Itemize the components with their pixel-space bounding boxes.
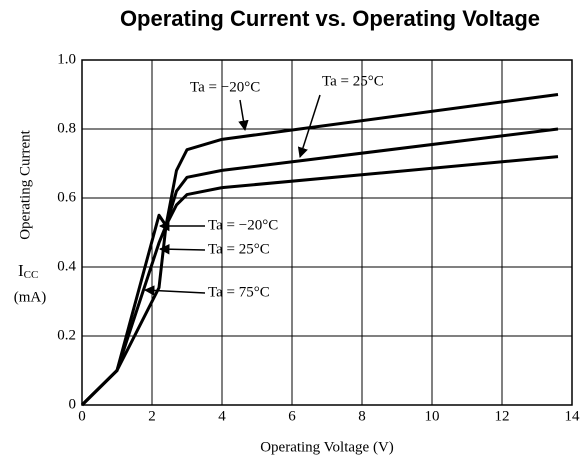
chart-title: Operating Current vs. Operating Voltage	[120, 6, 540, 31]
y-symbol: I	[18, 261, 24, 280]
x-tick-label: 14	[565, 408, 581, 424]
x-axis-label: Operating Voltage (V)	[260, 439, 394, 455]
annotation: Ta = 25°C	[322, 73, 384, 89]
series-line	[80, 93, 559, 407]
x-tick-label: 8	[358, 408, 366, 424]
y-tick-label: 0.6	[57, 189, 76, 205]
annotation-arrow	[297, 94, 321, 158]
annotation-arrow	[158, 243, 206, 255]
y-axis-unit: (mA)	[14, 289, 47, 305]
x-tick-label: 10	[425, 408, 440, 424]
x-tick-label: 4	[218, 408, 226, 424]
x-tick-label: 6	[288, 408, 296, 424]
y-tick-label: 0	[69, 396, 77, 412]
annotation: Ta = 75°C	[208, 284, 270, 300]
annotation: Ta = −20°C	[190, 79, 260, 95]
plot-frame	[81, 59, 573, 406]
y-symbol-sub: CC	[24, 269, 39, 281]
series-line	[80, 127, 559, 407]
x-tick-label: 0	[78, 408, 86, 424]
y-tick-label: 0.2	[57, 327, 76, 343]
annotation: Ta = 25°C	[208, 241, 270, 257]
x-tick-label: 12	[495, 408, 510, 424]
annotation: Ta = −20°C	[208, 217, 278, 233]
x-tick-label: 2	[148, 408, 156, 424]
y-tick-label: 0.4	[57, 258, 76, 274]
y-axis-symbol: ICC	[18, 261, 38, 281]
annotation-arrow	[238, 99, 249, 132]
y-axis-label: Operating Current	[17, 129, 33, 239]
y-tick-label: 1.0	[57, 51, 76, 67]
annotation-arrow	[143, 285, 206, 296]
series-line	[80, 155, 559, 407]
y-tick-label: 0.8	[57, 120, 76, 136]
